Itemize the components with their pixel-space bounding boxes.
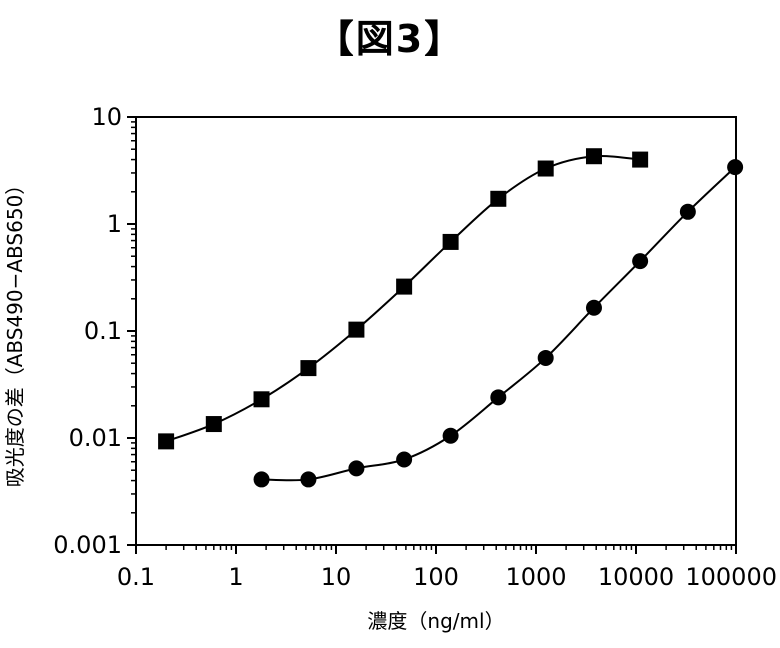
series-markers [158,148,743,487]
square-marker [538,161,554,177]
y-tick-label: 0.001 [53,531,122,559]
y-tick-label: 1 [107,210,122,238]
square-marker [206,416,222,432]
x-tick-label: 10000 [598,563,674,591]
x-tick-label: 1 [228,563,243,591]
x-tick-label: 1000 [505,563,566,591]
circle-marker [300,471,316,487]
circle-marker [632,253,648,269]
circle-marker [396,451,412,467]
series-1-line [166,156,640,441]
plot-frame [136,117,736,545]
x-tick-label: 0.1 [117,563,155,591]
square-marker [490,191,506,207]
square-marker [254,391,270,407]
square-marker [158,433,174,449]
x-tick-label: 100000 [685,563,777,591]
circle-marker [254,471,270,487]
tick-labels: 0.1 1 10 100 1000 10000 100000 0.001 0.01 0.1 1 10 [53,103,777,591]
square-marker [632,152,648,168]
y-axis-label: 吸光度の差（ABS490−ABS650） [3,175,27,488]
x-tick-label: 100 [413,563,459,591]
circle-marker [490,389,506,405]
circle-marker [443,428,459,444]
circle-marker [680,204,696,220]
square-marker [348,322,364,338]
circle-marker [727,159,743,175]
y-tick-label: 0.1 [84,317,122,345]
square-marker [586,148,602,164]
circle-marker [538,350,554,366]
circle-marker [586,300,602,316]
circle-marker [348,460,364,476]
y-tick-label: 10 [91,103,122,131]
square-marker [443,234,459,250]
x-tick-label: 10 [321,563,352,591]
y-tick-label: 0.01 [69,424,122,452]
square-marker [396,279,412,295]
x-axis-label: 濃度（ng/ml） [367,609,504,633]
series-2-line [262,167,736,480]
square-marker [300,360,316,376]
axes-ticks [127,117,736,554]
